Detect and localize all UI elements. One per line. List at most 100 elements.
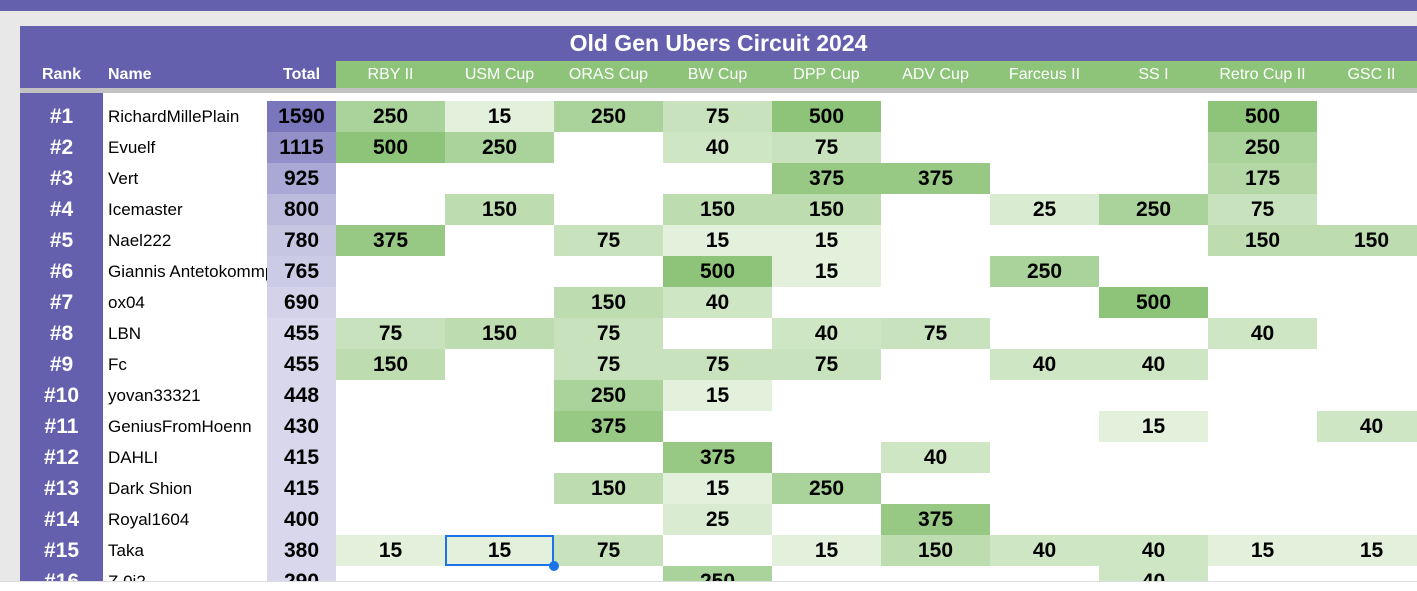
rank-cell[interactable]: #8: [49, 322, 74, 345]
score-cell[interactable]: 75: [336, 318, 445, 349]
score-cell[interactable]: [445, 163, 554, 194]
frozen-rows-divider[interactable]: [20, 88, 1417, 93]
score-cell[interactable]: [445, 380, 554, 411]
score-cell[interactable]: [1317, 442, 1417, 473]
tournament-header[interactable]: BW Cup: [663, 61, 772, 88]
score-cell[interactable]: 500: [1099, 287, 1208, 318]
score-cell[interactable]: [881, 101, 990, 132]
score-cell[interactable]: [881, 380, 990, 411]
score-cell[interactable]: 75: [881, 318, 990, 349]
score-cell[interactable]: [554, 504, 663, 535]
score-cell[interactable]: 75: [554, 535, 663, 566]
score-cell[interactable]: 500: [1208, 101, 1317, 132]
score-cell[interactable]: [990, 225, 1099, 256]
score-cell[interactable]: [663, 318, 772, 349]
score-cell[interactable]: [336, 287, 445, 318]
score-cell[interactable]: 75: [554, 225, 663, 256]
score-cell[interactable]: [990, 163, 1099, 194]
total-header[interactable]: Total: [267, 61, 336, 88]
score-cell[interactable]: [554, 442, 663, 473]
rank-cell[interactable]: #16: [20, 566, 103, 581]
name-header[interactable]: Name: [103, 61, 267, 88]
score-cell[interactable]: [1208, 442, 1317, 473]
score-cell[interactable]: 250: [336, 101, 445, 132]
tournament-header[interactable]: ADV Cup: [881, 61, 990, 88]
score-cell[interactable]: [1099, 442, 1208, 473]
rank-cell[interactable]: #11: [44, 415, 79, 438]
player-name-cell[interactable]: Z 0i2: [103, 566, 267, 581]
score-cell[interactable]: [336, 504, 445, 535]
score-cell[interactable]: [554, 163, 663, 194]
selection-fill-handle[interactable]: [549, 561, 559, 571]
score-cell[interactable]: [336, 473, 445, 504]
player-name-cell[interactable]: Nael222: [108, 231, 172, 250]
player-name-cell[interactable]: GeniusFromHoenn: [108, 417, 252, 436]
score-cell[interactable]: 250: [990, 256, 1099, 287]
total-cell[interactable]: 448: [267, 380, 336, 411]
score-cell[interactable]: 15: [772, 535, 881, 566]
score-cell[interactable]: [336, 566, 445, 581]
score-cell[interactable]: 40: [663, 132, 772, 163]
score-cell[interactable]: 15: [1099, 411, 1208, 442]
score-cell[interactable]: 15: [663, 380, 772, 411]
player-name-cell[interactable]: ox04: [108, 293, 145, 312]
score-cell[interactable]: 15: [336, 535, 445, 566]
spreadsheet-grid[interactable]: Old Gen Ubers Circuit 2024 Rank Name Tot…: [20, 26, 1417, 581]
score-cell[interactable]: [1208, 566, 1317, 581]
score-cell[interactable]: [990, 287, 1099, 318]
total-cell[interactable]: 1115: [267, 132, 336, 163]
score-cell[interactable]: 150: [554, 287, 663, 318]
score-cell[interactable]: 15: [1317, 535, 1417, 566]
score-cell[interactable]: 40: [990, 349, 1099, 380]
total-cell[interactable]: 290: [267, 566, 336, 581]
total-cell[interactable]: 415: [267, 442, 336, 473]
total-cell[interactable]: 765: [267, 256, 336, 287]
score-cell[interactable]: [445, 504, 554, 535]
score-cell[interactable]: 40: [663, 287, 772, 318]
score-cell[interactable]: 150: [772, 194, 881, 225]
score-cell[interactable]: [336, 380, 445, 411]
rank-cell[interactable]: #4: [49, 198, 74, 221]
score-cell[interactable]: 150: [445, 194, 554, 225]
score-cell[interactable]: [881, 132, 990, 163]
score-cell[interactable]: [445, 566, 554, 581]
score-cell[interactable]: [1208, 473, 1317, 504]
score-cell[interactable]: 175: [1208, 163, 1317, 194]
score-cell[interactable]: [1317, 287, 1417, 318]
score-cell[interactable]: 500: [336, 132, 445, 163]
score-cell[interactable]: [1099, 473, 1208, 504]
total-cell[interactable]: 780: [267, 225, 336, 256]
score-cell[interactable]: [445, 256, 554, 287]
score-cell[interactable]: [772, 566, 881, 581]
score-cell[interactable]: 150: [1208, 225, 1317, 256]
score-cell[interactable]: 375: [554, 411, 663, 442]
score-cell[interactable]: [1099, 256, 1208, 287]
total-cell[interactable]: 925: [267, 163, 336, 194]
score-cell[interactable]: [1317, 194, 1417, 225]
score-cell[interactable]: 15: [445, 101, 554, 132]
score-cell[interactable]: [336, 163, 445, 194]
score-cell[interactable]: [772, 287, 881, 318]
selected-score-cell[interactable]: 15: [445, 535, 554, 566]
score-cell[interactable]: 150: [336, 349, 445, 380]
score-cell[interactable]: 375: [336, 225, 445, 256]
score-cell[interactable]: [336, 194, 445, 225]
rank-cell[interactable]: #9: [49, 353, 74, 376]
player-name-cell[interactable]: DAHLI: [108, 448, 159, 467]
score-cell[interactable]: [1208, 380, 1317, 411]
score-cell[interactable]: [663, 535, 772, 566]
score-cell[interactable]: [881, 194, 990, 225]
score-cell[interactable]: [1317, 504, 1417, 535]
rank-cell[interactable]: #13: [43, 477, 80, 500]
score-cell[interactable]: [445, 442, 554, 473]
score-cell[interactable]: 250: [1208, 132, 1317, 163]
score-cell[interactable]: [554, 194, 663, 225]
score-cell[interactable]: [1208, 411, 1317, 442]
total-cell[interactable]: 430: [267, 411, 336, 442]
score-cell[interactable]: 15: [1208, 535, 1317, 566]
score-cell[interactable]: 375: [881, 504, 990, 535]
rank-cell[interactable]: #2: [49, 136, 74, 159]
score-cell[interactable]: [772, 442, 881, 473]
player-name-cell[interactable]: Vert: [108, 169, 139, 188]
score-cell[interactable]: 40: [1208, 318, 1317, 349]
